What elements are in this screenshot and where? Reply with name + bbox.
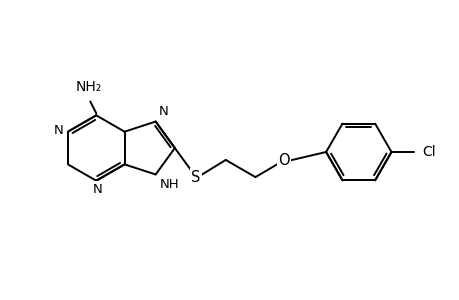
Text: Cl: Cl xyxy=(421,145,435,159)
Text: N: N xyxy=(92,183,102,196)
Text: O: O xyxy=(277,153,289,168)
Text: N: N xyxy=(158,105,168,118)
Text: S: S xyxy=(191,169,200,184)
Text: NH: NH xyxy=(159,178,179,191)
Text: N: N xyxy=(54,124,64,137)
Text: NH₂: NH₂ xyxy=(75,80,101,94)
